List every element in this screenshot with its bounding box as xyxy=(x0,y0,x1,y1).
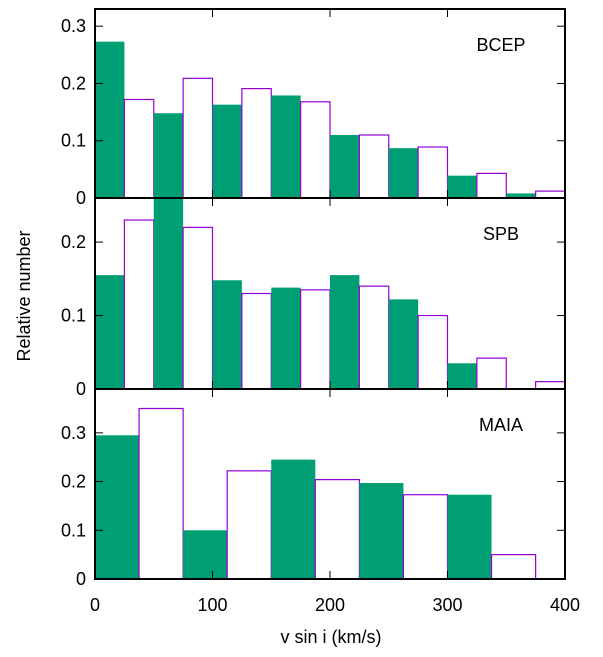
bar xyxy=(182,77,214,198)
panel-label: SPB xyxy=(483,224,519,244)
y-tick-label: 0.1 xyxy=(61,306,86,326)
bar xyxy=(490,554,537,579)
bar xyxy=(153,113,184,198)
panel-bcep: 0 0.1 0.2 0.3 BCEP xyxy=(61,8,566,208)
bar xyxy=(476,357,507,389)
bar xyxy=(535,190,565,198)
y-tick-label: 0.2 xyxy=(61,232,86,252)
bar xyxy=(300,289,331,389)
y-tick-label: 0 xyxy=(76,569,86,589)
bar xyxy=(330,135,360,198)
x-axis: 0 100 200 300 400 xyxy=(90,595,580,615)
bars xyxy=(95,198,565,389)
x-tick-label: 100 xyxy=(197,595,227,615)
y-axis-title: Relative number xyxy=(14,230,34,361)
bar xyxy=(388,148,419,198)
bar xyxy=(182,226,214,389)
y-tick-label: 0.1 xyxy=(61,520,86,540)
bar xyxy=(95,435,140,579)
bar xyxy=(417,146,449,198)
x-axis-title: v sin i (km/s) xyxy=(281,627,382,647)
y-tick-label: 0.1 xyxy=(61,131,86,151)
bar xyxy=(123,219,155,389)
bar xyxy=(358,285,390,389)
bar xyxy=(447,363,477,389)
bar xyxy=(183,530,228,579)
bar xyxy=(388,299,419,389)
bars xyxy=(95,41,565,198)
y-tick-label: 0.3 xyxy=(61,16,86,36)
x-tick-label: 200 xyxy=(315,595,345,615)
bar xyxy=(535,381,565,389)
bar xyxy=(402,494,449,579)
panel-maia: 0 0.1 0.2 0.3 MAIA xyxy=(61,388,566,589)
bar xyxy=(138,407,184,579)
bar xyxy=(447,175,477,198)
bar xyxy=(241,88,272,198)
panel-label: MAIA xyxy=(479,415,523,435)
bar xyxy=(212,104,242,198)
bar xyxy=(241,292,272,389)
bar xyxy=(330,275,360,389)
x-tick-label: 400 xyxy=(550,595,580,615)
bar xyxy=(153,198,184,389)
bar xyxy=(476,172,507,198)
bar xyxy=(506,193,536,198)
bar xyxy=(123,98,155,198)
bar xyxy=(226,470,272,579)
bar xyxy=(271,459,316,579)
x-tick-label: 0 xyxy=(90,595,100,615)
y-tick-label: 0.3 xyxy=(61,423,86,443)
y-tick-label: 0 xyxy=(76,379,86,399)
y-tick-label: 0.2 xyxy=(61,73,86,93)
bar xyxy=(300,101,331,198)
bar xyxy=(212,280,242,389)
bar xyxy=(271,287,301,389)
y-tick-label: 0 xyxy=(76,188,86,208)
x-tick-label: 300 xyxy=(432,595,462,615)
y-tick-label: 0.2 xyxy=(61,472,86,492)
bar xyxy=(95,275,125,389)
bar xyxy=(314,479,360,579)
bar xyxy=(359,483,404,579)
bar xyxy=(358,134,390,198)
bar xyxy=(447,494,492,579)
bar xyxy=(95,41,125,198)
bar xyxy=(417,314,449,389)
bars xyxy=(95,407,537,579)
panels-layer: 0 0.1 0.2 0.3 BCEP 0 0.1 0.2 SPB 0 0.1 0.2 0.3 MAIA xyxy=(61,8,566,589)
panel-label: BCEP xyxy=(476,35,525,55)
panel-spb: 0 0.1 0.2 SPB xyxy=(61,197,566,399)
bar xyxy=(271,95,301,198)
